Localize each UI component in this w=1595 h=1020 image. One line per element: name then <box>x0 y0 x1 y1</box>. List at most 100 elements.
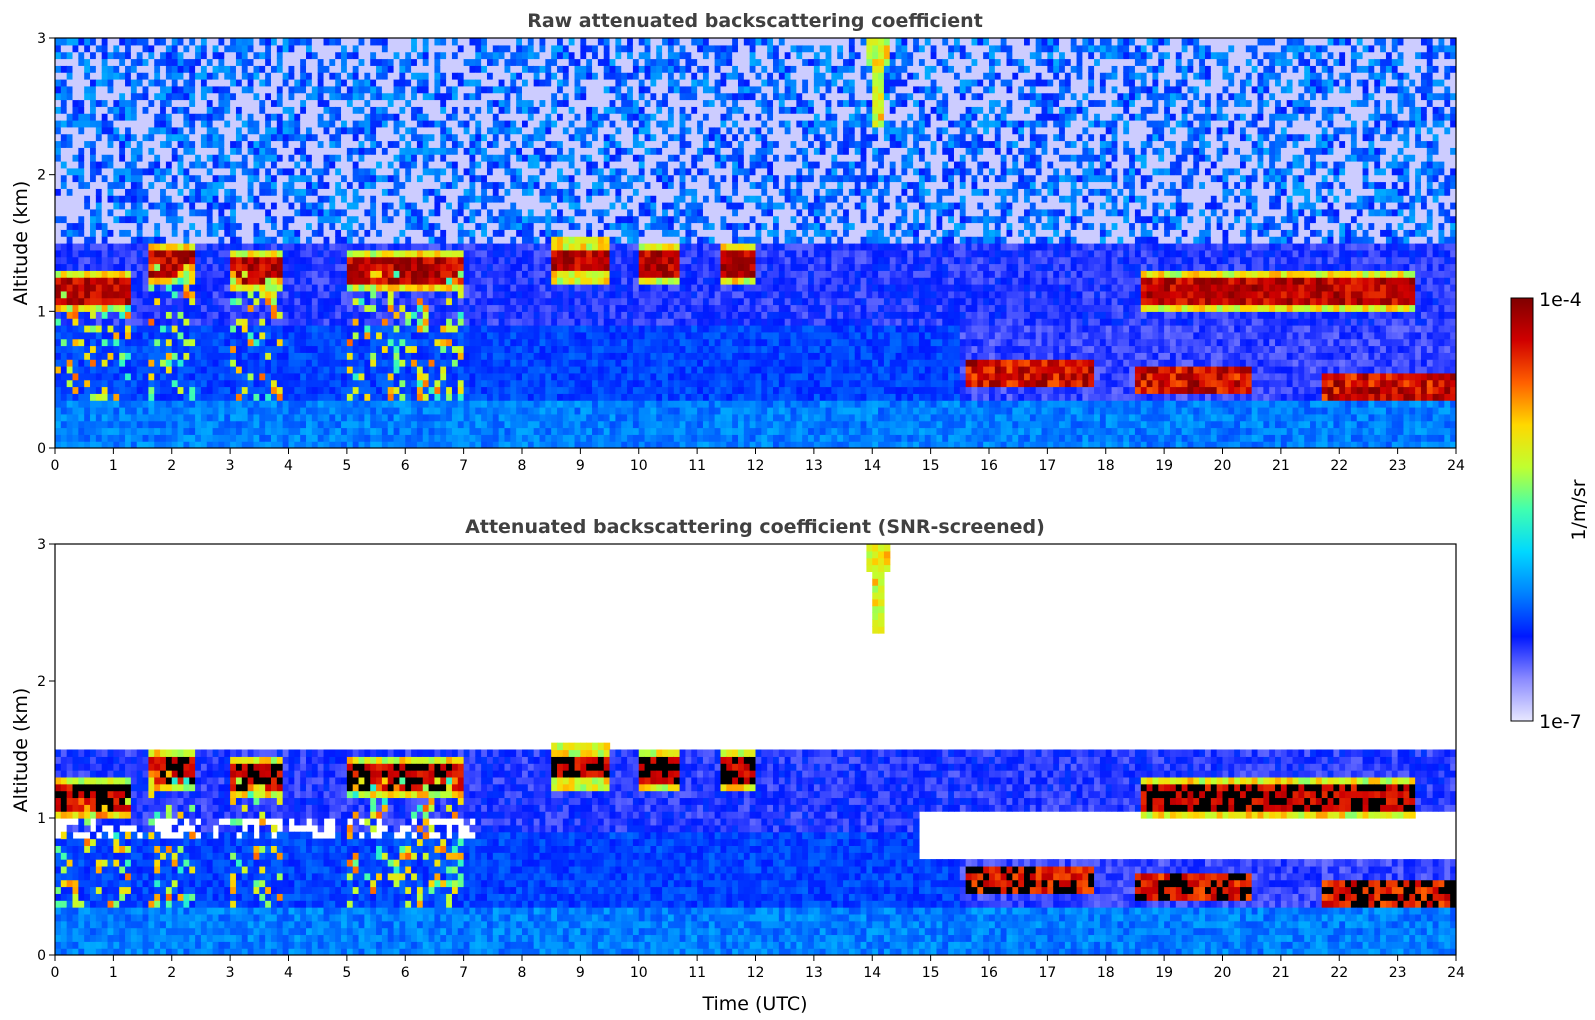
top-cell <box>119 209 125 216</box>
top-cell <box>411 421 417 428</box>
top-cell <box>125 264 131 271</box>
top-cell <box>84 400 90 407</box>
top-cell <box>213 72 219 79</box>
top-cell <box>119 346 125 353</box>
top-cell <box>160 168 166 175</box>
top-cell <box>55 257 61 264</box>
top-cell <box>440 291 446 298</box>
top-cell <box>78 59 84 66</box>
top-cell <box>230 202 236 209</box>
top-cell <box>224 216 230 223</box>
top-cell <box>493 400 499 407</box>
top-cell <box>382 161 388 168</box>
top-cell <box>405 352 411 359</box>
top-cell <box>481 72 487 79</box>
top-cell <box>289 339 295 346</box>
top-cell <box>318 154 324 161</box>
top-cell <box>440 113 446 120</box>
top-cell <box>183 373 189 380</box>
top-cell <box>493 113 499 120</box>
top-cell <box>481 428 487 435</box>
top-cell <box>341 216 347 223</box>
top-cell <box>253 264 259 271</box>
top-cell <box>137 195 143 202</box>
top-cell <box>347 202 353 209</box>
top-cell <box>382 400 388 407</box>
top-cell <box>294 270 300 277</box>
top-cell <box>172 352 178 359</box>
top-cell <box>289 86 295 93</box>
top-cell <box>148 393 154 400</box>
top-cell <box>522 141 528 148</box>
top-cell <box>248 113 254 120</box>
top-cell <box>318 393 324 400</box>
top-cell <box>271 38 277 45</box>
top-cell <box>172 366 178 373</box>
top-cell <box>189 79 195 86</box>
top-cell <box>224 38 230 45</box>
top-cell <box>493 346 499 353</box>
top-cell <box>248 359 254 366</box>
top-cell <box>499 277 505 284</box>
top-cell <box>125 59 131 66</box>
top-cell <box>475 243 481 250</box>
top-cell <box>469 366 475 373</box>
top-cell <box>160 134 166 141</box>
top-cell <box>55 311 61 318</box>
top-cell <box>423 188 429 195</box>
top-cell <box>131 154 137 161</box>
top-cell <box>335 400 341 407</box>
top-cell <box>166 38 172 45</box>
top-cell <box>73 325 79 332</box>
top-cell <box>61 380 67 387</box>
top-cell <box>183 52 189 59</box>
top-cell <box>55 305 61 312</box>
top-cell <box>265 141 271 148</box>
top-cell <box>312 414 318 421</box>
top-cell <box>353 65 359 72</box>
top-cell <box>137 134 143 141</box>
top-cell <box>347 168 353 175</box>
top-cell <box>102 352 108 359</box>
top-cell <box>469 216 475 223</box>
top-cell <box>253 113 259 120</box>
top-cell <box>452 223 458 230</box>
top-cell <box>207 332 213 339</box>
top-cell <box>236 346 242 353</box>
top-cell <box>469 380 475 387</box>
top-cell <box>388 175 394 182</box>
top-cell <box>55 45 61 52</box>
top-cell <box>347 106 353 113</box>
top-cell <box>271 195 277 202</box>
top-cell <box>481 141 487 148</box>
top-cell <box>160 113 166 120</box>
top-cell <box>493 38 499 45</box>
top-cell <box>446 407 452 414</box>
top-cell <box>183 434 189 441</box>
top-cell <box>493 229 499 236</box>
top-cell <box>172 284 178 291</box>
top-cell <box>61 305 67 312</box>
top-cell <box>248 366 254 373</box>
top-cell <box>394 65 400 72</box>
top-cell <box>67 298 73 305</box>
top-cell <box>516 195 522 202</box>
top-cell <box>67 120 73 127</box>
top-cell <box>522 264 528 271</box>
top-cell <box>172 86 178 93</box>
top-cell <box>394 86 400 93</box>
top-cell <box>96 270 102 277</box>
top-cell <box>528 93 534 100</box>
top-cell <box>166 65 172 72</box>
top-cell <box>504 72 510 79</box>
top-cell <box>382 229 388 236</box>
top-cell <box>125 380 131 387</box>
top-cell <box>411 195 417 202</box>
top-cell <box>55 421 61 428</box>
top-cell <box>405 188 411 195</box>
top-cell <box>446 400 452 407</box>
top-cell <box>335 264 341 271</box>
top-cell <box>452 209 458 216</box>
top-cell <box>423 59 429 66</box>
top-cell <box>499 366 505 373</box>
